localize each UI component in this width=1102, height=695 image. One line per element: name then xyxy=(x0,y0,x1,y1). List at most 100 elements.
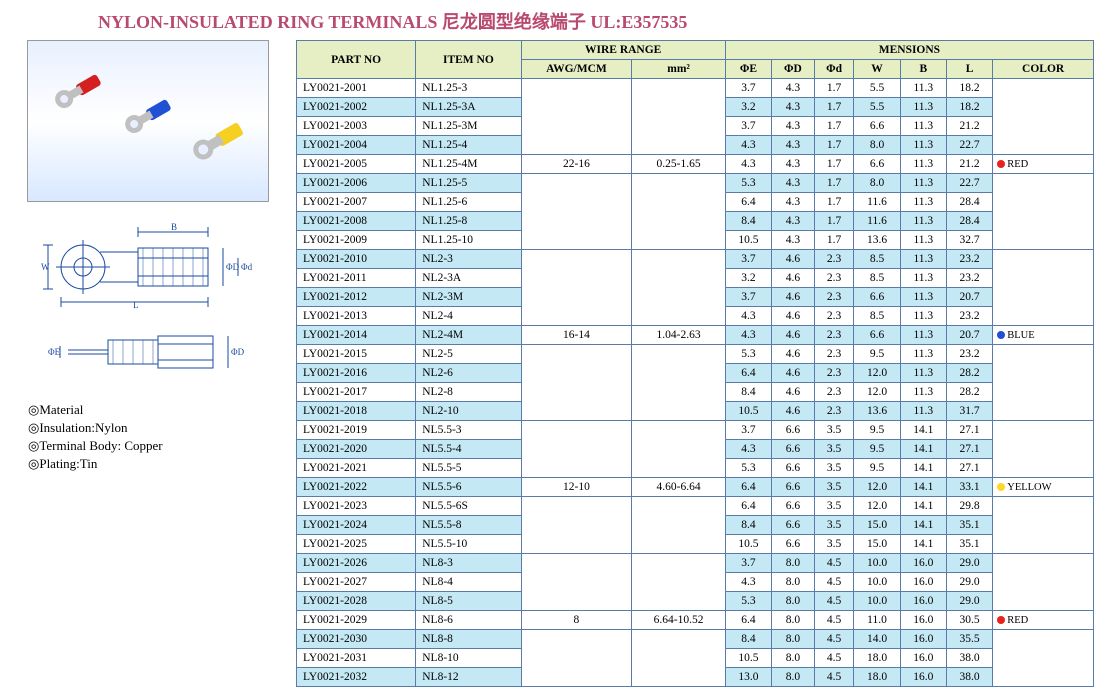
cell-w: 11.0 xyxy=(854,611,900,630)
cell-color-blank xyxy=(993,250,1094,326)
cell-itemno: NL1.25-3 xyxy=(416,79,521,98)
cell-e: 8.4 xyxy=(725,516,771,535)
cell-partno: LY0021-2008 xyxy=(297,212,416,231)
cell-w: 10.0 xyxy=(854,573,900,592)
th-e: ΦE xyxy=(725,60,771,79)
cell-awg-blank xyxy=(521,345,632,421)
cell-e: 4.3 xyxy=(725,440,771,459)
cell-w: 18.0 xyxy=(854,649,900,668)
cell-itemno: NL8-12 xyxy=(416,668,521,687)
cell-w: 6.6 xyxy=(854,326,900,345)
cell-mm2: 0.25-1.65 xyxy=(632,155,726,174)
cell-l: 21.2 xyxy=(946,117,992,136)
cell-mm2-blank xyxy=(632,630,726,687)
cell-l: 18.2 xyxy=(946,98,992,117)
cell-partno: LY0021-2003 xyxy=(297,117,416,136)
cell-itemno: NL5.5-8 xyxy=(416,516,521,535)
cell-dd: 2.3 xyxy=(814,364,854,383)
product-photo xyxy=(27,40,269,202)
th-itemno: ITEM NO xyxy=(416,41,521,79)
cell-dd: 4.5 xyxy=(814,592,854,611)
cell-e: 3.7 xyxy=(725,421,771,440)
cell-d: 4.3 xyxy=(772,231,815,250)
cell-b: 11.3 xyxy=(900,288,946,307)
cell-e: 5.3 xyxy=(725,592,771,611)
cell-l: 22.7 xyxy=(946,136,992,155)
cell-itemno: NL8-10 xyxy=(416,649,521,668)
cell-itemno: NL2-5 xyxy=(416,345,521,364)
cell-itemno: NL2-3A xyxy=(416,269,521,288)
cell-d: 4.6 xyxy=(772,269,815,288)
cell-e: 8.4 xyxy=(725,212,771,231)
cell-partno: LY0021-2023 xyxy=(297,497,416,516)
cell-dd: 1.7 xyxy=(814,155,854,174)
cell-dd: 3.5 xyxy=(814,535,854,554)
cell-dd: 2.3 xyxy=(814,250,854,269)
th-d: ΦD xyxy=(772,60,815,79)
cell-l: 35.1 xyxy=(946,535,992,554)
cell-e: 4.3 xyxy=(725,573,771,592)
cell-itemno: NL2-6 xyxy=(416,364,521,383)
cell-d: 8.0 xyxy=(772,611,815,630)
cell-e: 8.4 xyxy=(725,383,771,402)
th-partno: PART NO xyxy=(297,41,416,79)
cell-dd: 3.5 xyxy=(814,478,854,497)
cell-w: 8.0 xyxy=(854,174,900,193)
cell-awg-blank xyxy=(521,79,632,155)
cell-dd: 1.7 xyxy=(814,174,854,193)
cell-b: 11.3 xyxy=(900,212,946,231)
cell-d: 8.0 xyxy=(772,649,815,668)
cell-mm2-blank xyxy=(632,421,726,478)
table-row: LY0021-2014NL2-4M16-141.04-2.634.34.62.3… xyxy=(297,326,1094,345)
table-row: LY0021-2029NL8-686.64-10.526.48.04.511.0… xyxy=(297,611,1094,630)
cell-w: 9.5 xyxy=(854,440,900,459)
cell-dd: 1.7 xyxy=(814,79,854,98)
cell-w: 18.0 xyxy=(854,668,900,687)
cell-l: 29.8 xyxy=(946,497,992,516)
material-line: ◎Insulation:Nylon xyxy=(28,420,288,436)
material-line: ◎Material xyxy=(28,402,288,418)
cell-d: 6.6 xyxy=(772,478,815,497)
cell-d: 4.6 xyxy=(772,307,815,326)
cell-d: 4.3 xyxy=(772,98,815,117)
cell-l: 23.2 xyxy=(946,269,992,288)
cell-itemno: NL1.25-6 xyxy=(416,193,521,212)
cell-d: 4.3 xyxy=(772,136,815,155)
cell-partno: LY0021-2004 xyxy=(297,136,416,155)
cell-d: 4.3 xyxy=(772,79,815,98)
cell-b: 11.3 xyxy=(900,250,946,269)
cell-dd: 2.3 xyxy=(814,269,854,288)
cell-dd: 3.5 xyxy=(814,421,854,440)
cell-w: 6.6 xyxy=(854,117,900,136)
cell-b: 14.1 xyxy=(900,478,946,497)
cell-color-blank xyxy=(993,554,1094,611)
cell-l: 35.5 xyxy=(946,630,992,649)
color-dot-icon xyxy=(997,331,1005,339)
cell-d: 6.6 xyxy=(772,516,815,535)
cell-itemno: NL5.5-10 xyxy=(416,535,521,554)
cell-dd: 2.3 xyxy=(814,307,854,326)
cell-b: 14.1 xyxy=(900,459,946,478)
svg-text:ΦD: ΦD xyxy=(226,262,240,272)
cell-e: 6.4 xyxy=(725,611,771,630)
cell-b: 11.3 xyxy=(900,98,946,117)
cell-dd: 1.7 xyxy=(814,212,854,231)
cell-itemno: NL8-5 xyxy=(416,592,521,611)
cell-partno: LY0021-2016 xyxy=(297,364,416,383)
cell-itemno: NL2-3M xyxy=(416,288,521,307)
cell-itemno: NL1.25-4M xyxy=(416,155,521,174)
cell-b: 11.3 xyxy=(900,383,946,402)
cell-awg: 12-10 xyxy=(521,478,632,497)
cell-awg: 8 xyxy=(521,611,632,630)
spec-table: PART NO ITEM NO WIRE RANGE MENSIONS AWG/… xyxy=(296,40,1094,687)
cell-l: 38.0 xyxy=(946,649,992,668)
cell-b: 11.3 xyxy=(900,136,946,155)
cell-b: 16.0 xyxy=(900,592,946,611)
th-mensions: MENSIONS xyxy=(725,41,1093,60)
cell-b: 11.3 xyxy=(900,231,946,250)
cell-partno: LY0021-2029 xyxy=(297,611,416,630)
cell-d: 8.0 xyxy=(772,668,815,687)
cell-b: 14.1 xyxy=(900,535,946,554)
cell-itemno: NL1.25-4 xyxy=(416,136,521,155)
cell-b: 14.1 xyxy=(900,440,946,459)
